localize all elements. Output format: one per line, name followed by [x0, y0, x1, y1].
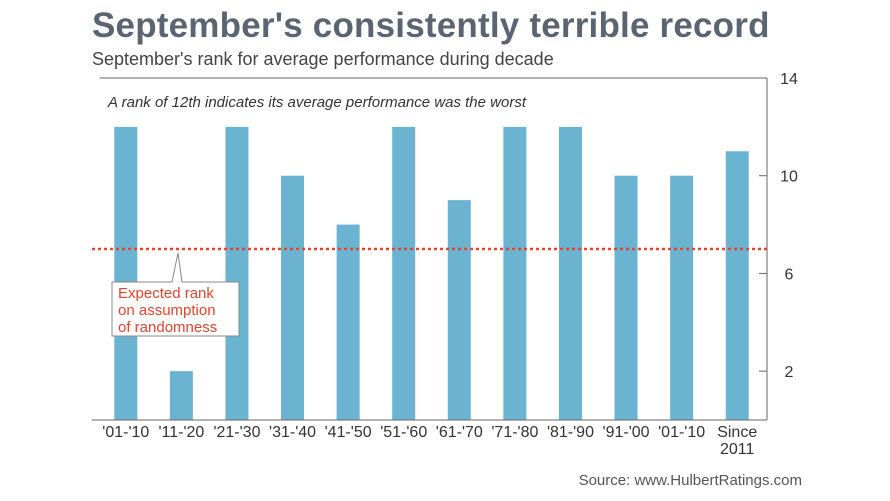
y-tick-label: 6: [785, 266, 794, 283]
chart-note: A rank of 12th indicates its average per…: [107, 94, 527, 111]
source-note: Source: www.HulbertRatings.com: [578, 472, 802, 489]
x-tick-label: '01-'10: [102, 424, 149, 441]
bar: [503, 126, 527, 420]
callout-label: on assumption: [118, 302, 216, 319]
x-tick-label: '71-'80: [491, 424, 538, 441]
bar: [447, 200, 471, 420]
bar: [558, 126, 582, 420]
bar: [614, 175, 638, 420]
x-tick-label: '21-'30: [213, 424, 260, 441]
callout-box: [111, 252, 240, 337]
y-tick-label: 2: [785, 364, 794, 381]
chart-title: September's consistently terrible record: [92, 6, 770, 45]
bar: [225, 126, 249, 420]
x-tick-label: '11-'20: [158, 424, 204, 441]
bar: [725, 151, 749, 421]
x-tick-label: Since: [717, 424, 757, 441]
x-tick-label: '81-'90: [547, 424, 594, 441]
x-tick-label: '61-'70: [436, 424, 483, 441]
bar: [392, 126, 416, 420]
callout-label: of randomness: [118, 319, 217, 336]
bar: [670, 175, 694, 420]
chart-subtitle: September's rank for average performance…: [92, 49, 554, 69]
x-tick-label: '31-'40: [269, 424, 316, 441]
x-tick-label: '41-'50: [325, 424, 372, 441]
y-tick-label: 10: [780, 169, 798, 186]
x-tick-label: 2011: [720, 441, 755, 458]
x-tick-label: '01-'10: [658, 424, 705, 441]
x-tick-label: '51-'60: [380, 424, 427, 441]
bar: [336, 224, 360, 420]
bar: [281, 175, 305, 420]
bar: [169, 371, 193, 420]
y-tick-label: 14: [780, 71, 798, 88]
bar: [114, 126, 138, 420]
callout-label: Expected rank: [118, 285, 214, 302]
x-tick-label: '91-'00: [603, 424, 650, 441]
